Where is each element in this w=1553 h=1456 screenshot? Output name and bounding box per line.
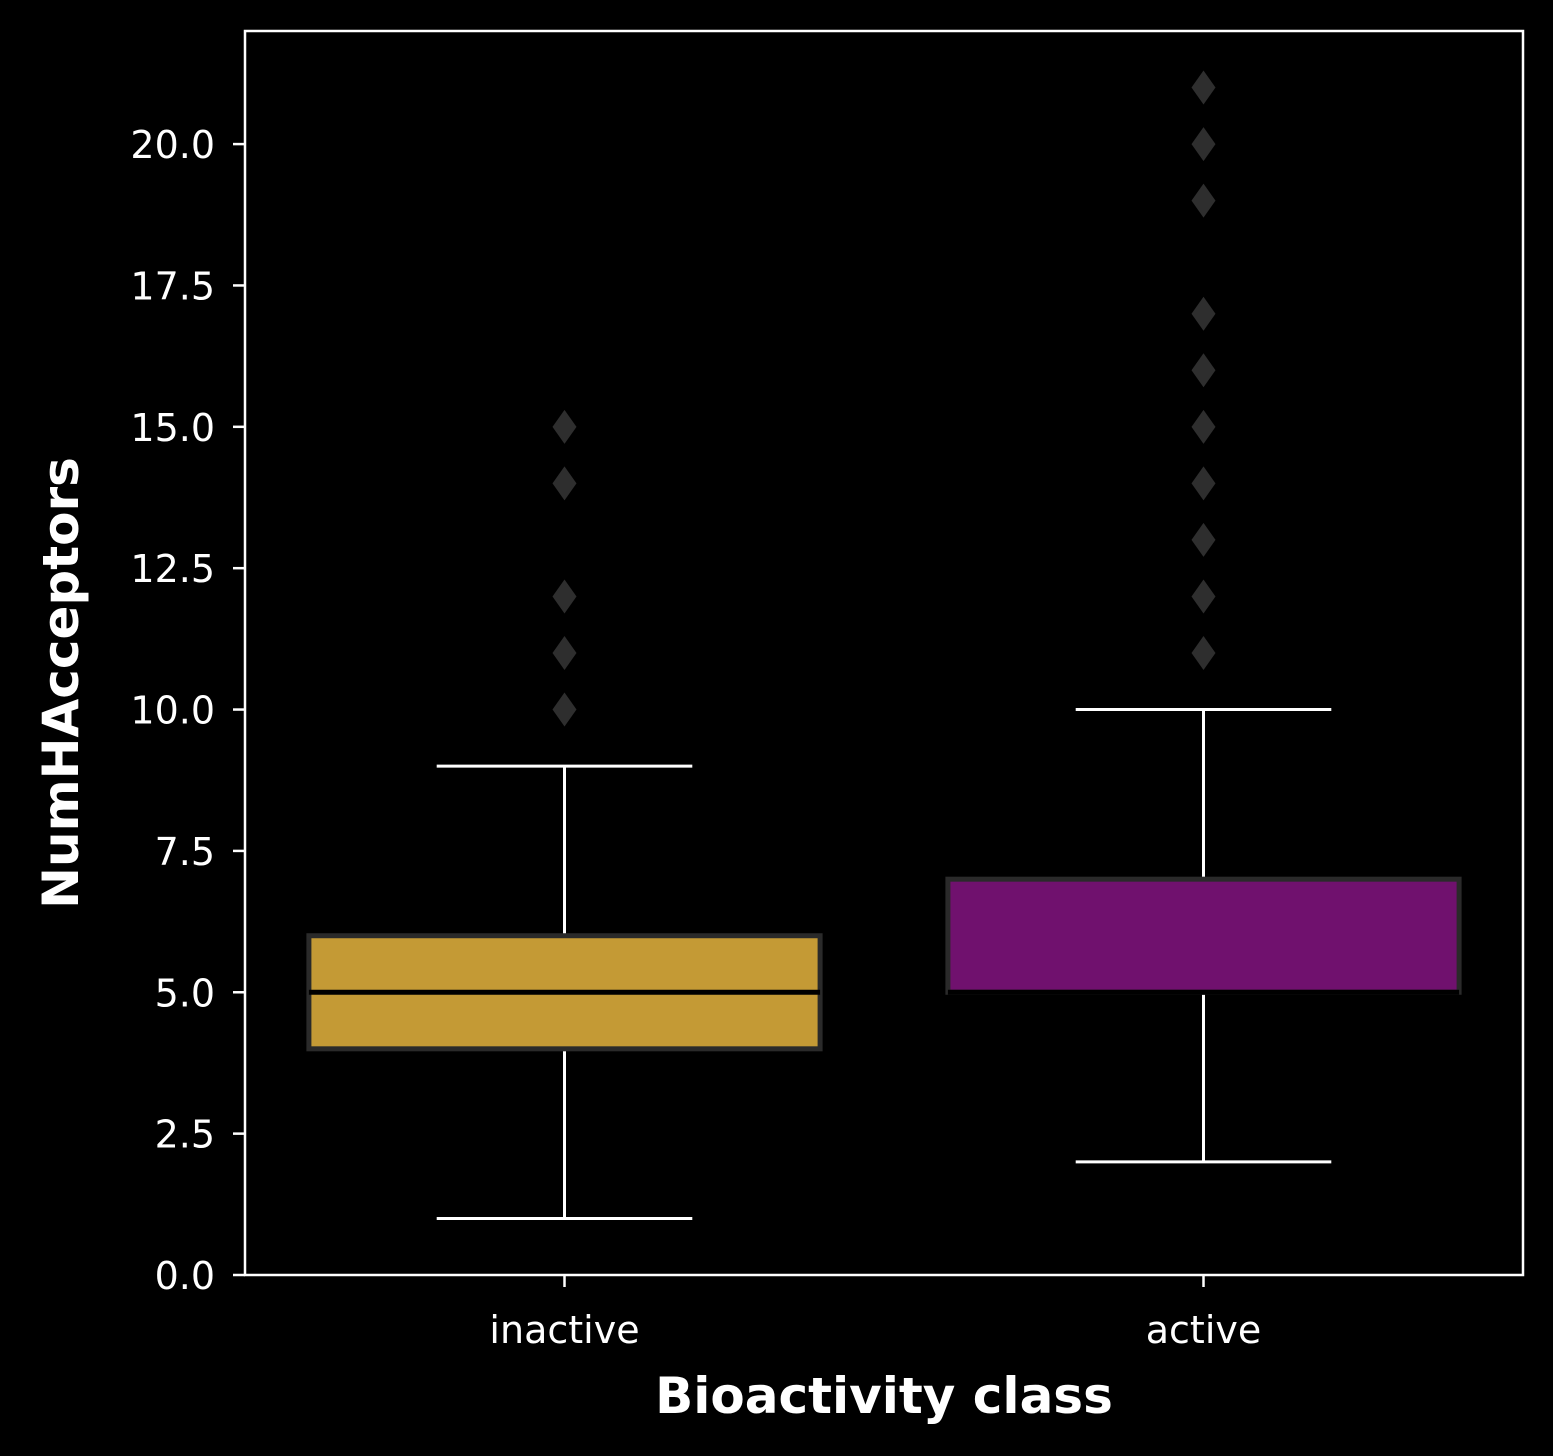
y-tick-label: 0.0 bbox=[155, 1254, 215, 1298]
outlier-point bbox=[552, 692, 577, 727]
outlier-point bbox=[552, 466, 577, 501]
y-axis-title: NumHAcceptors bbox=[32, 457, 90, 909]
axes-layer: 0.0 2.5 5.0 7.5 10.0 12.5 15.0 17.5 20.0 inactive… bbox=[130, 123, 1261, 1352]
y-tick-label: 17.5 bbox=[130, 264, 215, 308]
x-axis-title: Bioactivity class bbox=[655, 1367, 1113, 1425]
outlier-point bbox=[552, 579, 577, 614]
y-tick-label: 2.5 bbox=[155, 1113, 215, 1157]
outlier-point bbox=[1191, 296, 1216, 331]
outlier-point bbox=[1191, 183, 1216, 218]
y-tick-label: 5.0 bbox=[155, 971, 215, 1015]
outlier-point bbox=[1191, 522, 1216, 557]
x-tick-label: inactive bbox=[489, 1308, 639, 1352]
y-tick-label: 12.5 bbox=[130, 547, 215, 591]
outlier-point bbox=[1191, 636, 1216, 670]
box-group-inactive bbox=[306, 409, 823, 1220]
outlier-point bbox=[1191, 127, 1216, 162]
y-tick-label: 20.0 bbox=[130, 123, 215, 167]
plot-frame bbox=[243, 29, 1525, 1277]
outlier-point bbox=[1191, 466, 1216, 501]
outlier-point bbox=[1191, 579, 1216, 614]
plot-layer bbox=[306, 70, 1462, 1220]
outlier-point bbox=[552, 409, 577, 444]
y-tick-label: 10.0 bbox=[130, 689, 215, 733]
y-tick-label: 15.0 bbox=[130, 406, 215, 450]
box-group-active bbox=[945, 70, 1462, 1164]
outlier-point bbox=[1191, 70, 1216, 105]
y-tick-label: 7.5 bbox=[155, 830, 215, 874]
box-active bbox=[945, 876, 1462, 995]
outlier-point bbox=[1191, 353, 1216, 388]
x-tick-label: active bbox=[1146, 1308, 1262, 1352]
outlier-point bbox=[552, 636, 577, 670]
outlier-point bbox=[1191, 409, 1216, 444]
